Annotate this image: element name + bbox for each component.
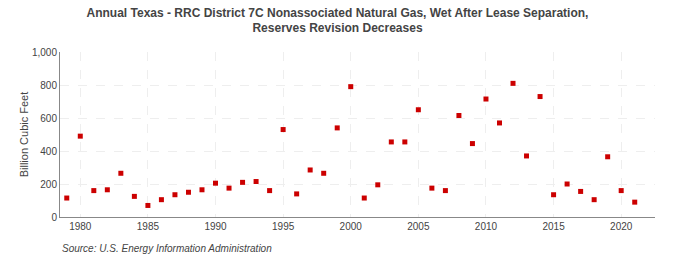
svg-text:2000: 2000 — [340, 221, 363, 232]
svg-text:Annual Texas - RRC District 7C: Annual Texas - RRC District 7C Nonassoci… — [87, 6, 589, 36]
svg-text:400: 400 — [40, 146, 57, 157]
svg-text:2015: 2015 — [542, 221, 565, 232]
svg-text:1980: 1980 — [69, 221, 92, 232]
svg-text:1985: 1985 — [137, 221, 160, 232]
svg-text:2020: 2020 — [610, 221, 633, 232]
svg-text:1990: 1990 — [204, 221, 227, 232]
svg-text:1995: 1995 — [272, 221, 295, 232]
svg-text:0: 0 — [51, 212, 57, 223]
svg-text:1,000: 1,000 — [32, 47, 57, 58]
svg-text:Billion Cubic Feet: Billion Cubic Feet — [18, 92, 30, 178]
svg-text:Source: U.S. Energy Informatio: Source: U.S. Energy Information Administ… — [62, 243, 272, 254]
svg-text:800: 800 — [40, 80, 57, 91]
svg-text:200: 200 — [40, 179, 57, 190]
svg-text:600: 600 — [40, 113, 57, 124]
svg-text:2010: 2010 — [475, 221, 498, 232]
svg-text:2005: 2005 — [407, 221, 430, 232]
